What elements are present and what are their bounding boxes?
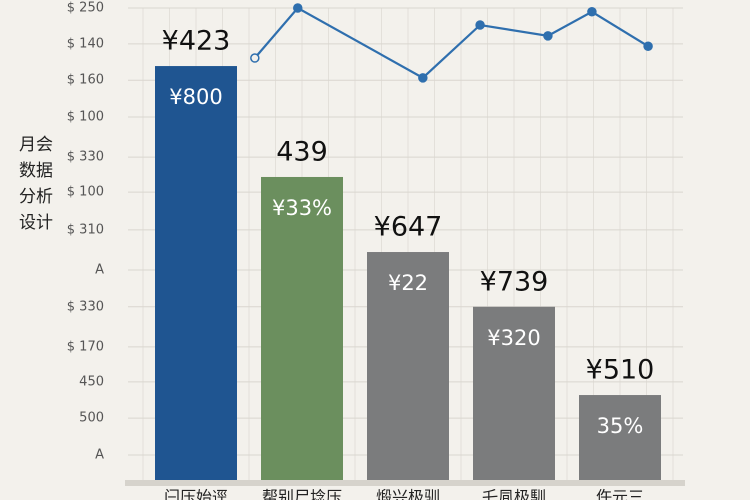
bar	[367, 252, 449, 480]
line-point	[293, 3, 303, 13]
bar-top-label: 439	[276, 136, 328, 167]
y-tick-label: 500	[79, 411, 104, 426]
line-point	[250, 53, 260, 63]
x-tick-label: 煅兴极驯	[376, 488, 440, 500]
bar-inner-label: ¥800	[169, 85, 222, 109]
baseline	[125, 480, 685, 486]
bar-top-label: ¥510	[586, 355, 655, 386]
bar-top-label: ¥647	[374, 212, 443, 243]
x-tick-label: 帮别尸埝压	[262, 488, 342, 500]
line-point	[587, 7, 597, 17]
line-point	[475, 20, 485, 30]
line-point	[418, 73, 428, 83]
x-tick-label: 闩压始逕	[164, 488, 228, 500]
y-tick-label: 450	[79, 374, 104, 389]
bar	[579, 395, 661, 480]
y-tick-label: $ 250	[67, 1, 104, 16]
line-point	[643, 41, 653, 51]
y-tick-label: A	[95, 262, 104, 277]
y-tick-label: $ 140	[67, 36, 104, 51]
y-axis-title-line: 数据	[19, 161, 53, 181]
y-tick-label: $ 100	[67, 185, 104, 200]
x-tick-label: 仵元三	[596, 488, 644, 500]
y-tick-label: A	[95, 447, 104, 462]
y-axis-title-line: 分析	[19, 187, 53, 207]
bar	[155, 66, 237, 480]
y-tick-label: $ 100	[67, 110, 104, 125]
y-tick-label: $ 330	[67, 150, 104, 165]
bar-top-label: ¥423	[162, 26, 231, 57]
bar-top-label: ¥739	[480, 266, 549, 297]
bar-inner-label: ¥33%	[272, 196, 332, 220]
bar-inner-label: ¥22	[388, 271, 428, 295]
y-axis-title-line: 设计	[19, 213, 53, 233]
y-tick-label: $ 310	[67, 222, 104, 237]
y-tick-label: $ 160	[67, 73, 104, 88]
x-tick-label: 乇凬极馴	[482, 488, 546, 500]
y-axis-title-line: 月会	[19, 135, 53, 155]
bar-inner-label: 35%	[597, 414, 644, 438]
bar	[261, 176, 343, 480]
bar-inner-label: ¥320	[487, 326, 540, 350]
y-tick-label: $ 330	[67, 299, 104, 314]
y-tick-label: $ 170	[67, 339, 104, 354]
line-point	[543, 31, 553, 41]
bar	[473, 306, 555, 480]
